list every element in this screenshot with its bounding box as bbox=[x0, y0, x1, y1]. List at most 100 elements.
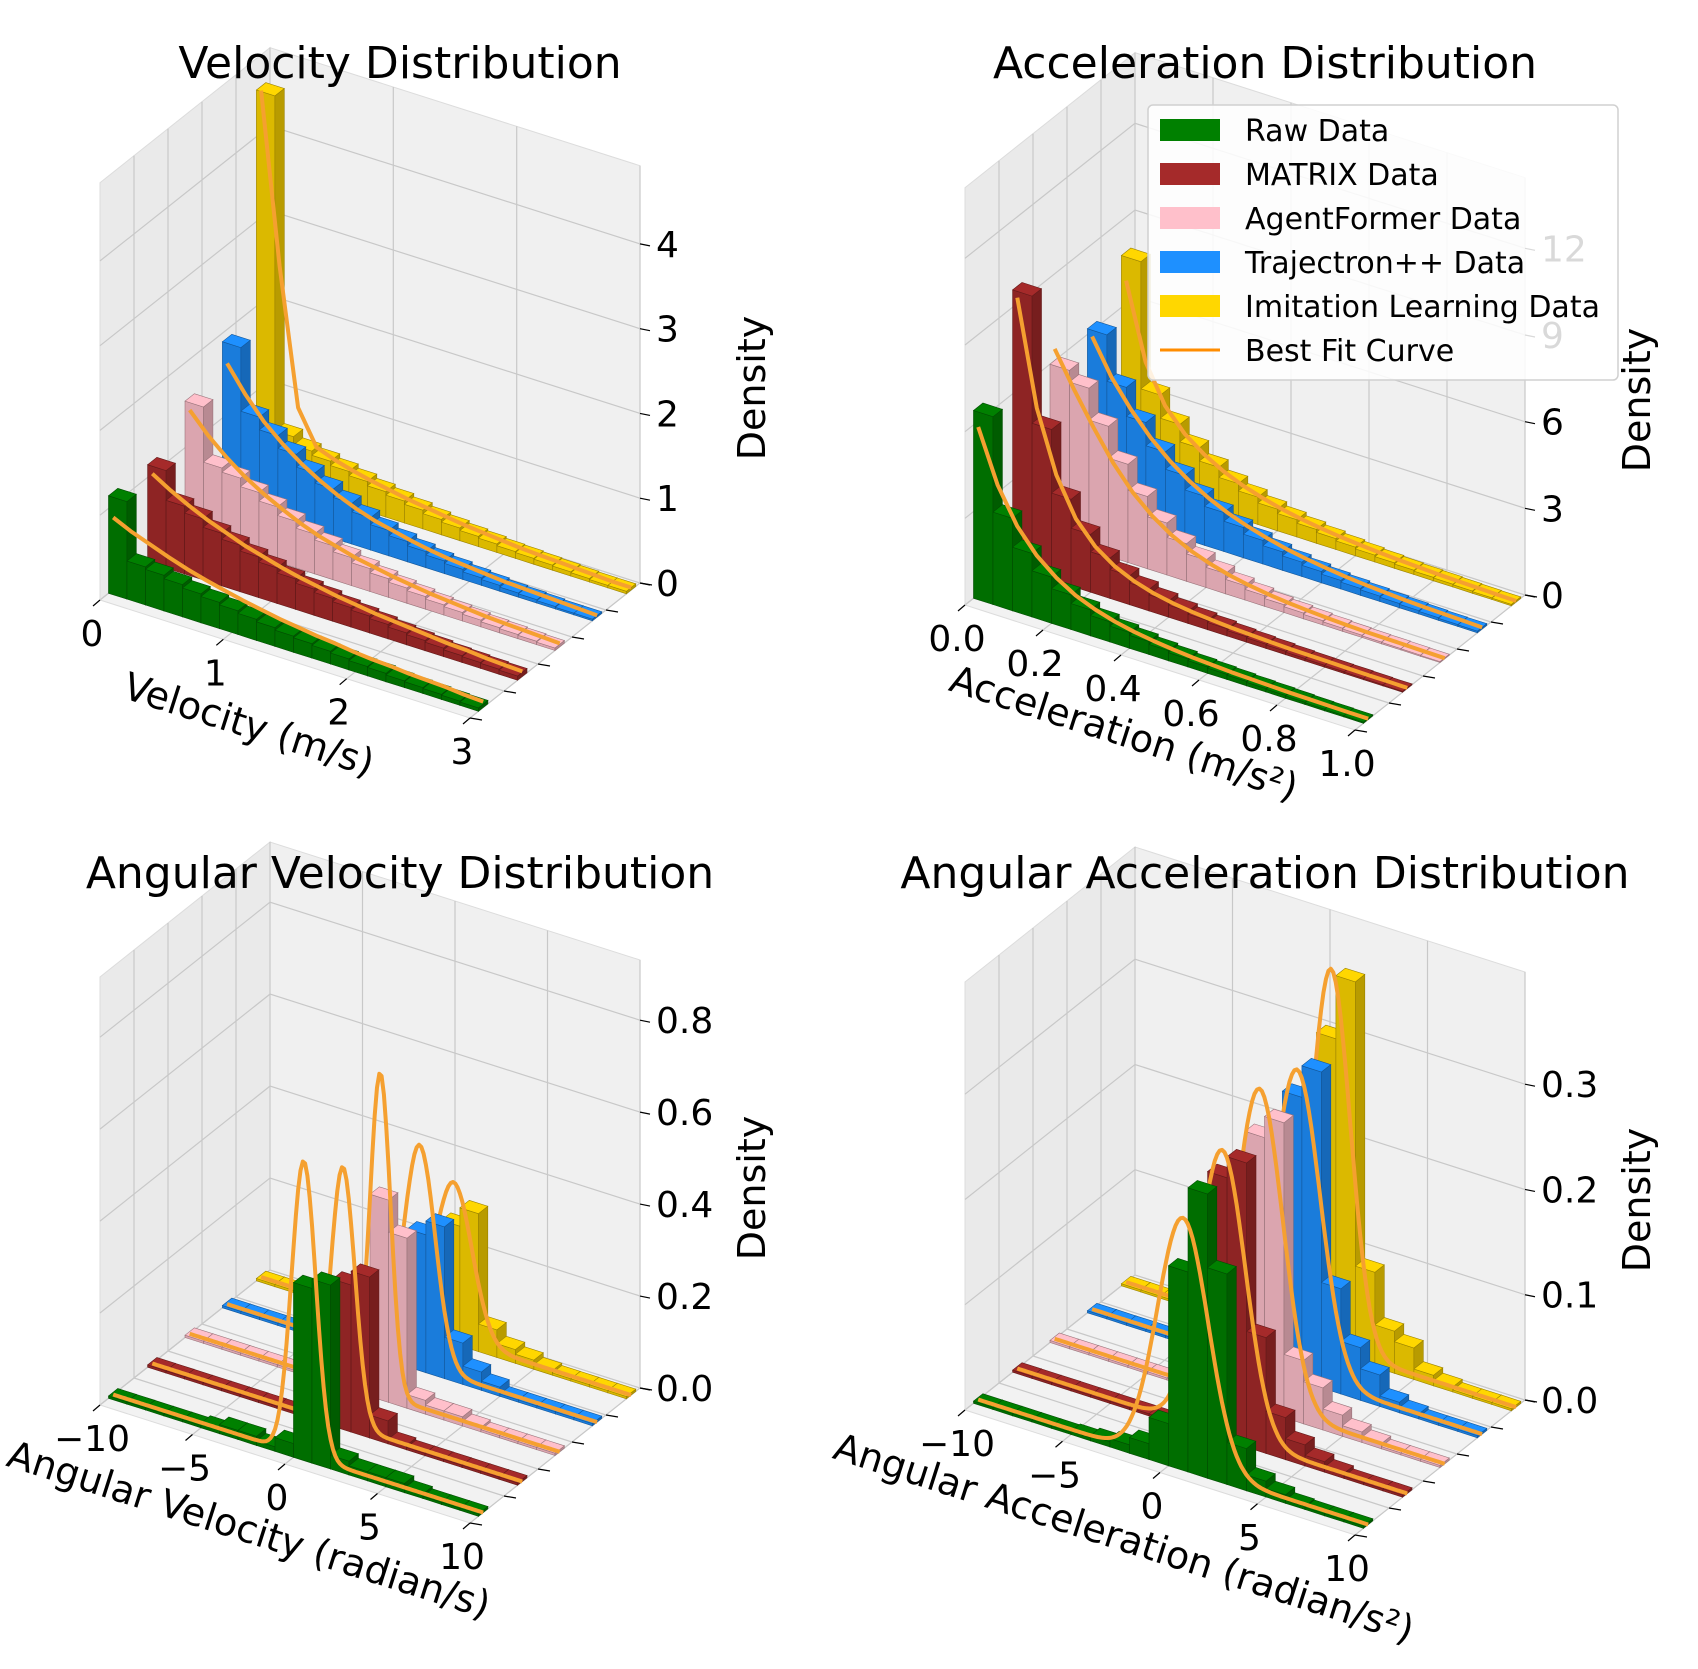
legend-swatch bbox=[1160, 119, 1220, 141]
x-tick-label: 10 bbox=[439, 1537, 485, 1578]
series-matrix-data bbox=[1011, 282, 1413, 693]
y-tick-mark bbox=[571, 636, 585, 640]
y-tick-mark bbox=[537, 663, 551, 667]
x-tick-label: 0.8 bbox=[1240, 719, 1297, 760]
x-tick-label: −5 bbox=[1028, 1455, 1081, 1496]
z-tick-label: 0.0 bbox=[656, 1369, 713, 1410]
z-tick-label: 0.8 bbox=[656, 1001, 713, 1042]
z-tick-mark bbox=[639, 582, 651, 586]
x-tick-label: −10 bbox=[919, 1424, 995, 1465]
legend-entry-label: MATRIX Data bbox=[1245, 158, 1439, 193]
z-tick-mark bbox=[639, 328, 651, 332]
z-tick-label: 0.3 bbox=[1541, 1065, 1598, 1106]
x-tick-mark bbox=[1250, 1503, 1258, 1511]
x-tick-label: 0.4 bbox=[1084, 669, 1141, 710]
fit-curve bbox=[1015, 297, 1408, 690]
z-tick-mark bbox=[1524, 507, 1536, 511]
x-tick-mark bbox=[92, 1404, 101, 1412]
bar bbox=[459, 1199, 489, 1353]
fit-curve bbox=[977, 1215, 1369, 1527]
z-tick-mark bbox=[1524, 594, 1536, 598]
chart-title: Angular Acceleration Distribution bbox=[900, 848, 1629, 899]
series-trajectron-data bbox=[1086, 1057, 1488, 1439]
z-tick-mark bbox=[639, 497, 651, 501]
series-raw-data bbox=[972, 1180, 1374, 1529]
z-axis-label: Density bbox=[730, 1116, 774, 1260]
x-tick-label: −5 bbox=[158, 1449, 211, 1490]
x-tick-label: 0 bbox=[1141, 1487, 1164, 1528]
z-axis-label: Density bbox=[1615, 1128, 1659, 1272]
y-tick-mark bbox=[1422, 675, 1436, 679]
z-tick-mark bbox=[639, 1387, 651, 1391]
z-tick-label: 0.2 bbox=[656, 1277, 713, 1318]
fit-curve bbox=[189, 1071, 561, 1454]
z-tick-label: 0.4 bbox=[656, 1185, 713, 1226]
fit-curve bbox=[1054, 1086, 1446, 1466]
x-tick-mark bbox=[1113, 654, 1122, 662]
legend-frame bbox=[1147, 104, 1619, 381]
y-tick-mark bbox=[503, 1495, 517, 1499]
x-tick-label: 0.6 bbox=[1162, 694, 1219, 735]
z-tick-label: 0.6 bbox=[656, 1093, 713, 1134]
x-tick-label: 0.0 bbox=[928, 619, 985, 660]
y-tick-mark bbox=[1354, 729, 1368, 733]
chart-title: Acceleration Distribution bbox=[993, 38, 1537, 89]
z-tick-mark bbox=[1524, 1294, 1536, 1298]
legend-entry-label: Imitation Learning Data bbox=[1245, 290, 1600, 325]
x-tick-label: 5 bbox=[358, 1508, 381, 1549]
x-tick-mark bbox=[1347, 729, 1356, 737]
series-agentformer-data bbox=[184, 393, 566, 652]
z-tick-mark bbox=[639, 412, 651, 417]
z-tick-label: 3 bbox=[1541, 489, 1564, 530]
z-tick-label: 6 bbox=[1541, 403, 1564, 444]
x-tick-label: 1.0 bbox=[1318, 744, 1375, 785]
fit-curve bbox=[225, 362, 598, 618]
z-axis-label: Density bbox=[730, 316, 774, 460]
fit-curve bbox=[259, 90, 632, 590]
series-raw-data bbox=[107, 487, 489, 712]
x-tick-label: 1 bbox=[204, 653, 227, 694]
series-raw-data bbox=[972, 402, 1374, 724]
z-tick-label: 0 bbox=[656, 564, 679, 605]
fit-curve bbox=[976, 426, 1369, 721]
x-tick-label: 2 bbox=[327, 693, 350, 734]
x-tick-mark bbox=[1055, 1440, 1063, 1448]
chart-title: Velocity Distribution bbox=[178, 38, 621, 89]
z-tick-mark bbox=[639, 1295, 651, 1299]
legend-swatch bbox=[1160, 251, 1220, 273]
z-tick-mark bbox=[1524, 421, 1536, 425]
series-imitation-learning-data bbox=[255, 82, 637, 595]
fit-curve bbox=[1091, 1067, 1483, 1437]
legend-entry-label: Raw Data bbox=[1245, 114, 1389, 149]
x-tick-mark bbox=[370, 1493, 378, 1500]
x-tick-mark bbox=[277, 1463, 286, 1471]
z-tick-label: 0 bbox=[1541, 576, 1564, 617]
y-tick-mark bbox=[1456, 1453, 1470, 1457]
fit-curve bbox=[1090, 335, 1483, 630]
z-tick-label: 1 bbox=[656, 479, 679, 520]
fit-curve bbox=[111, 515, 484, 704]
y-tick-mark bbox=[1354, 1534, 1368, 1538]
legend-swatch bbox=[1160, 207, 1220, 229]
z-tick-label: 2 bbox=[656, 394, 679, 435]
legend-swatch bbox=[1160, 295, 1220, 317]
y-tick-mark bbox=[503, 690, 517, 694]
series-trajectron-data bbox=[221, 333, 603, 622]
x-tick-label: −10 bbox=[54, 1419, 130, 1460]
fit-curve bbox=[112, 1159, 484, 1515]
fit-curve bbox=[1124, 280, 1517, 603]
x-tick-mark bbox=[92, 599, 101, 607]
y-tick-mark bbox=[1490, 621, 1504, 625]
x-tick-mark bbox=[957, 604, 966, 612]
z-axis-label: Density bbox=[1615, 328, 1659, 472]
chart-title: Angular Velocity Distribution bbox=[86, 848, 714, 899]
fit-curve bbox=[151, 1165, 523, 1484]
y-tick-mark bbox=[1422, 1480, 1436, 1484]
z-tick-label: 0.0 bbox=[1541, 1381, 1598, 1422]
panel-3: −10 −5 0 5 10 0.0 0.2 0.4 0.6 0.8 Angular Velocity… bbox=[2, 840, 774, 1627]
x-tick-mark bbox=[1191, 679, 1200, 687]
x-tick-mark bbox=[462, 717, 471, 725]
y-tick-mark bbox=[469, 1522, 483, 1526]
